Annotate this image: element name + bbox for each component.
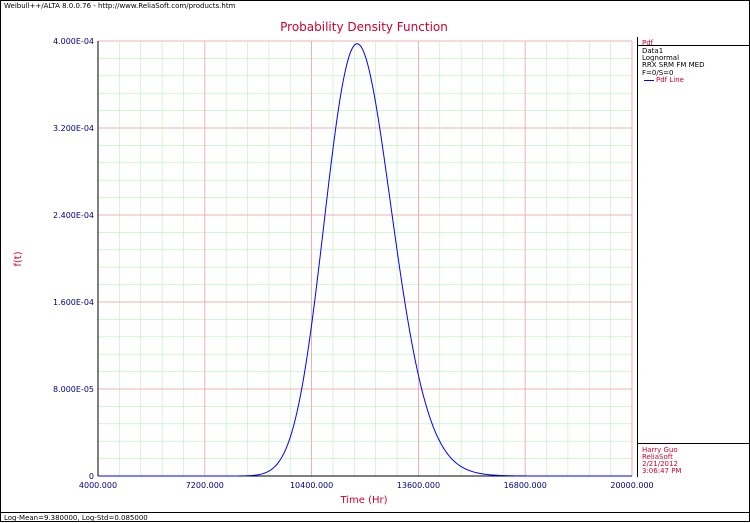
legend-fs: F=0/S=0 [642, 69, 674, 77]
legend-line-swatch [644, 80, 654, 81]
legend-divider [638, 443, 750, 444]
y-axis-label: f(t) [13, 251, 24, 266]
x-tick-label: 13600.000 [397, 481, 440, 490]
chart-title: Probability Density Function [280, 20, 448, 34]
window-caption: Weibull++/ALTA 8.0.0.76 - http://www.Rel… [4, 2, 236, 10]
legend-heading: Pdf [642, 39, 654, 47]
legend-company: ReliaSoft [642, 453, 673, 461]
legend-data-name: Data1 [642, 47, 664, 55]
legend-time: 3:06:47 PM [642, 467, 682, 475]
legend-series-label: Pdf Line [656, 76, 684, 84]
x-tick-label: 16800.000 [504, 481, 547, 490]
x-tick-label: 7200.000 [186, 481, 224, 490]
status-text: Log-Mean=9.380000, Log-Std=0.085000 [4, 514, 148, 522]
status-divider [1, 512, 750, 513]
y-tick-label: 4.000E-04 [53, 37, 94, 46]
x-axis-label: Time (Hr) [339, 495, 387, 506]
legend-distribution: Lognormal [642, 54, 680, 62]
y-tick-label: 3.200E-04 [53, 124, 94, 133]
y-tick-label: 8.000E-05 [53, 385, 94, 394]
pdf-line [98, 43, 632, 477]
legend-user: Harry Guo [642, 446, 678, 454]
legend-panel: Pdf Data1 Lognormal RRX SRM FM MED F=0/S… [637, 37, 750, 477]
legend-divider [638, 45, 750, 46]
y-tick-label: 0 [89, 472, 94, 481]
y-tick-label: 1.600E-04 [53, 298, 94, 307]
x-tick-label: 20000.000 [610, 481, 653, 490]
legend-date: 2/21/2012 [642, 460, 678, 468]
legend-method: RRX SRM FM MED [642, 61, 705, 69]
x-tick-label: 10400.000 [290, 481, 333, 490]
plot-area [98, 41, 632, 476]
x-tick-label: 4000.000 [79, 481, 117, 490]
y-tick-label: 2.400E-04 [53, 211, 94, 220]
